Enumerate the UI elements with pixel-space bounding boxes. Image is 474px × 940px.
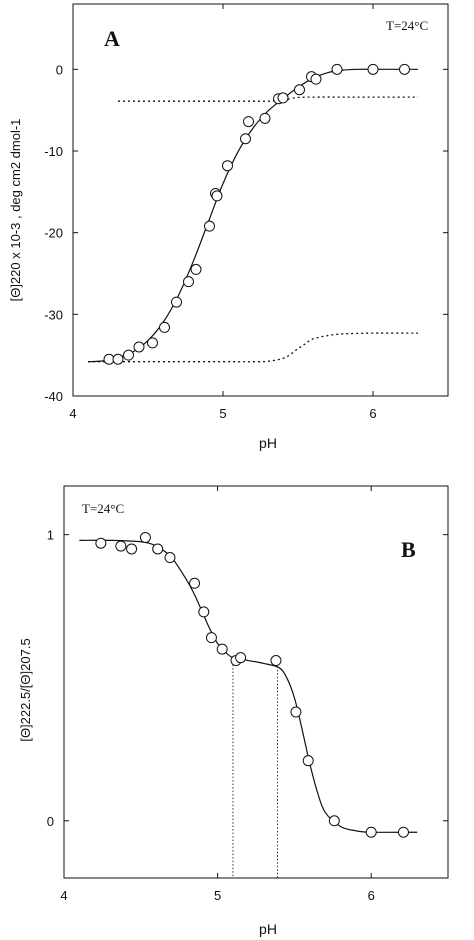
data-point (115, 540, 127, 552)
x-ticks-b: 4 5 6 (60, 486, 375, 903)
data-point (164, 552, 176, 564)
data-point (216, 643, 228, 655)
y-ticks-b: 01 (47, 528, 448, 829)
data-point (302, 755, 314, 767)
x-tick-label: 5 (219, 406, 226, 421)
y-tick-label: -10 (44, 144, 63, 159)
data-point (205, 632, 217, 644)
annotation-a: T=24°C (386, 18, 428, 33)
data-point (310, 73, 322, 85)
data-point (235, 652, 247, 664)
x-ticks-a: 4 5 6 (69, 4, 377, 421)
x-tick-label: 4 (60, 888, 67, 903)
data-point (397, 826, 409, 838)
y-tick-label: 0 (47, 814, 54, 829)
x-tick-label: 6 (369, 406, 376, 421)
panel-label-a: A (104, 26, 120, 51)
data-point (204, 220, 215, 232)
data-point (290, 706, 302, 718)
points-a (103, 63, 410, 365)
fit-curve (87, 68, 418, 363)
y-tick-label: -30 (44, 307, 63, 322)
x-axis-label-a: pH (259, 435, 277, 451)
data-point (123, 349, 134, 361)
data-point (152, 543, 164, 555)
x-tick-label: 5 (214, 888, 221, 903)
y-tick-label: -40 (44, 389, 63, 404)
data-point (277, 92, 289, 104)
data-point (367, 63, 379, 75)
annotation-b: T=24°C (82, 501, 124, 516)
y-tick-label: -20 (44, 226, 63, 241)
series-a (87, 68, 419, 363)
dotted-fit-line (118, 96, 418, 102)
drop-lines-b (232, 657, 279, 878)
y-tick-label: 0 (56, 62, 63, 77)
data-point (95, 537, 107, 549)
data-point (183, 276, 194, 288)
data-point (331, 63, 343, 75)
data-point (112, 353, 124, 365)
data-point (126, 543, 138, 555)
x-tick-label: 6 (368, 888, 375, 903)
data-point (399, 63, 410, 75)
y-tick-label: 1 (47, 528, 54, 543)
data-point (190, 263, 202, 275)
data-point (259, 112, 271, 124)
data-point (243, 116, 254, 128)
points-b (95, 532, 409, 838)
data-point (270, 655, 282, 667)
y-ticks-a: 0 -10 -20 -30 -40 (44, 62, 448, 404)
data-point (139, 532, 151, 544)
data-point (159, 321, 170, 333)
data-point (189, 577, 201, 589)
panel-a: 0 -10 -20 -30 -40 4 5 6 A T=24°C pH [Θ]220 x 1… (8, 3, 449, 451)
data-point (365, 826, 377, 838)
data-point (133, 341, 145, 353)
fit-curve (79, 539, 418, 833)
data-point (328, 815, 340, 827)
data-point (171, 296, 182, 308)
series-b (79, 539, 418, 833)
data-point (222, 160, 233, 172)
plot-frame-b (63, 485, 449, 879)
data-point (240, 133, 251, 145)
y-axis-label-a: [Θ]220 x 10-3 , deg cm2 dmol-1 (8, 119, 23, 302)
plot-frame-a (72, 3, 449, 397)
x-axis-label-b: pH (259, 921, 277, 937)
data-point (198, 606, 210, 618)
dotted-fit-line (88, 332, 419, 363)
data-point (147, 337, 158, 349)
panel-label-b: B (401, 537, 416, 562)
data-point (294, 84, 305, 96)
y-axis-label-b: [Θ]222.5/[Θ]207.5 (18, 638, 33, 741)
x-tick-label: 4 (69, 406, 76, 421)
data-point (211, 190, 223, 202)
